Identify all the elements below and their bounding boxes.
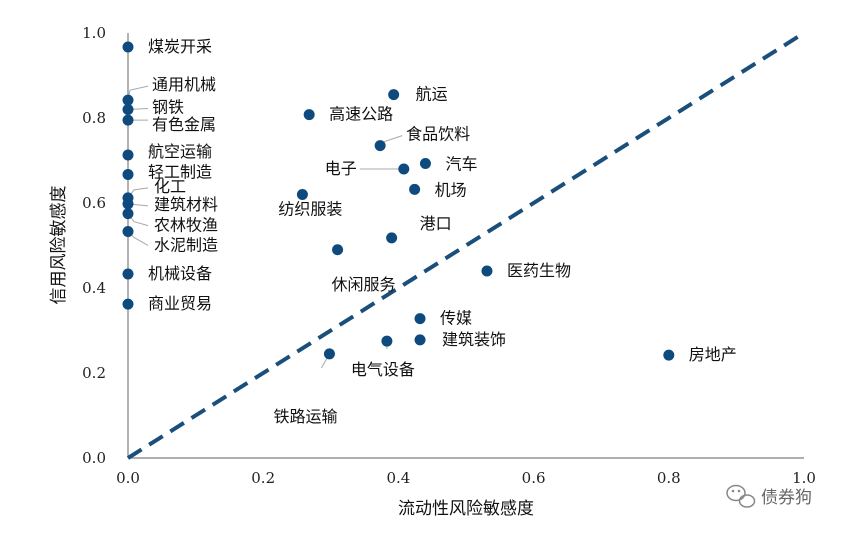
point-labels: 煤炭开采通用机械钢铁有色金属航空运输轻工制造化工建筑材料农林牧渔水泥制造机械设备… [148,37,737,426]
x-tick-label: 0.4 [386,469,410,487]
wechat-icon [726,484,756,508]
data-point [332,244,344,256]
data-point [388,89,400,101]
data-point [481,265,493,277]
point-label: 化工 [154,177,186,196]
point-label: 煤炭开采 [148,37,212,56]
point-label: 农林牧渔 [154,216,218,235]
y-tick-label: 0.2 [82,364,106,382]
x-tick-label: 0.2 [251,469,275,487]
x-tick-label: 1.0 [792,469,816,487]
data-point [303,109,315,121]
diagonal-dashed-line [126,31,806,460]
data-point [122,198,134,210]
point-label: 建筑装饰 [442,330,506,349]
point-label: 铁路运输 [273,407,337,426]
data-point [381,335,393,347]
watermark: 债券狗 [726,484,812,508]
x-axis-title: 流动性风险敏感度 [398,499,534,519]
point-label: 钢铁 [152,98,184,117]
point-label: 航空运输 [148,142,212,161]
y-tick-label: 0.4 [82,279,106,297]
y-tick-label: 0.8 [82,109,106,127]
point-label: 高速公路 [329,105,393,124]
data-point [122,149,134,161]
data-point [296,189,308,200]
data-point [122,208,134,220]
data-point [374,140,386,152]
data-point [414,313,426,325]
x-tick-label: 0.0 [116,469,140,487]
data-point [122,94,134,106]
data-points [122,41,675,361]
point-label: 航运 [416,85,448,104]
point-label: 休闲服务 [332,275,396,294]
data-point [122,298,134,310]
x-tick-label: 0.6 [522,469,546,487]
data-point [122,104,134,115]
data-point [398,163,410,175]
point-label: 电子 [325,159,357,178]
point-label: 通用机械 [152,75,216,94]
data-point [122,114,134,126]
point-label: 汽车 [445,154,477,173]
point-label: 机场 [435,180,467,199]
point-label: 轻工制造 [148,163,212,182]
data-point [663,349,675,361]
y-tick-label: 0.6 [82,194,106,212]
data-point [122,225,134,237]
watermark-text: 债券狗 [761,488,812,508]
point-label: 电气设备 [351,360,415,379]
point-label: 水泥制造 [154,235,218,254]
data-point [419,157,431,169]
point-label: 房地产 [689,345,737,364]
y-tick-label: 0.0 [82,449,106,467]
data-point [323,348,335,360]
data-point [122,169,134,181]
axis-titles: 流动性风险敏感度 信用风险敏感度 [49,186,534,520]
point-label: 港口 [420,214,452,233]
axes: 0.0 0.2 0.4 0.6 0.8 1.0 0.0 0.2 0.4 0.6 0.8 1.0 [82,24,816,487]
data-point [386,232,398,244]
reference-line [126,31,806,460]
point-label: 食品饮料 [406,125,470,144]
data-point [409,183,421,195]
point-label: 医药生物 [507,261,571,280]
data-point [122,268,134,280]
point-label: 机械设备 [148,264,212,283]
point-label: 有色金属 [152,115,216,134]
point-label: 传媒 [440,309,472,328]
point-label: 建筑材料 [154,195,218,214]
point-label: 商业贸易 [148,294,212,313]
y-tick-label: 1.0 [82,24,106,42]
y-axis-title: 信用风险敏感度 [49,186,69,305]
data-point [414,334,426,346]
point-label: 纺织服装 [278,200,342,219]
x-tick-label: 0.8 [657,469,681,487]
data-point [122,41,134,53]
